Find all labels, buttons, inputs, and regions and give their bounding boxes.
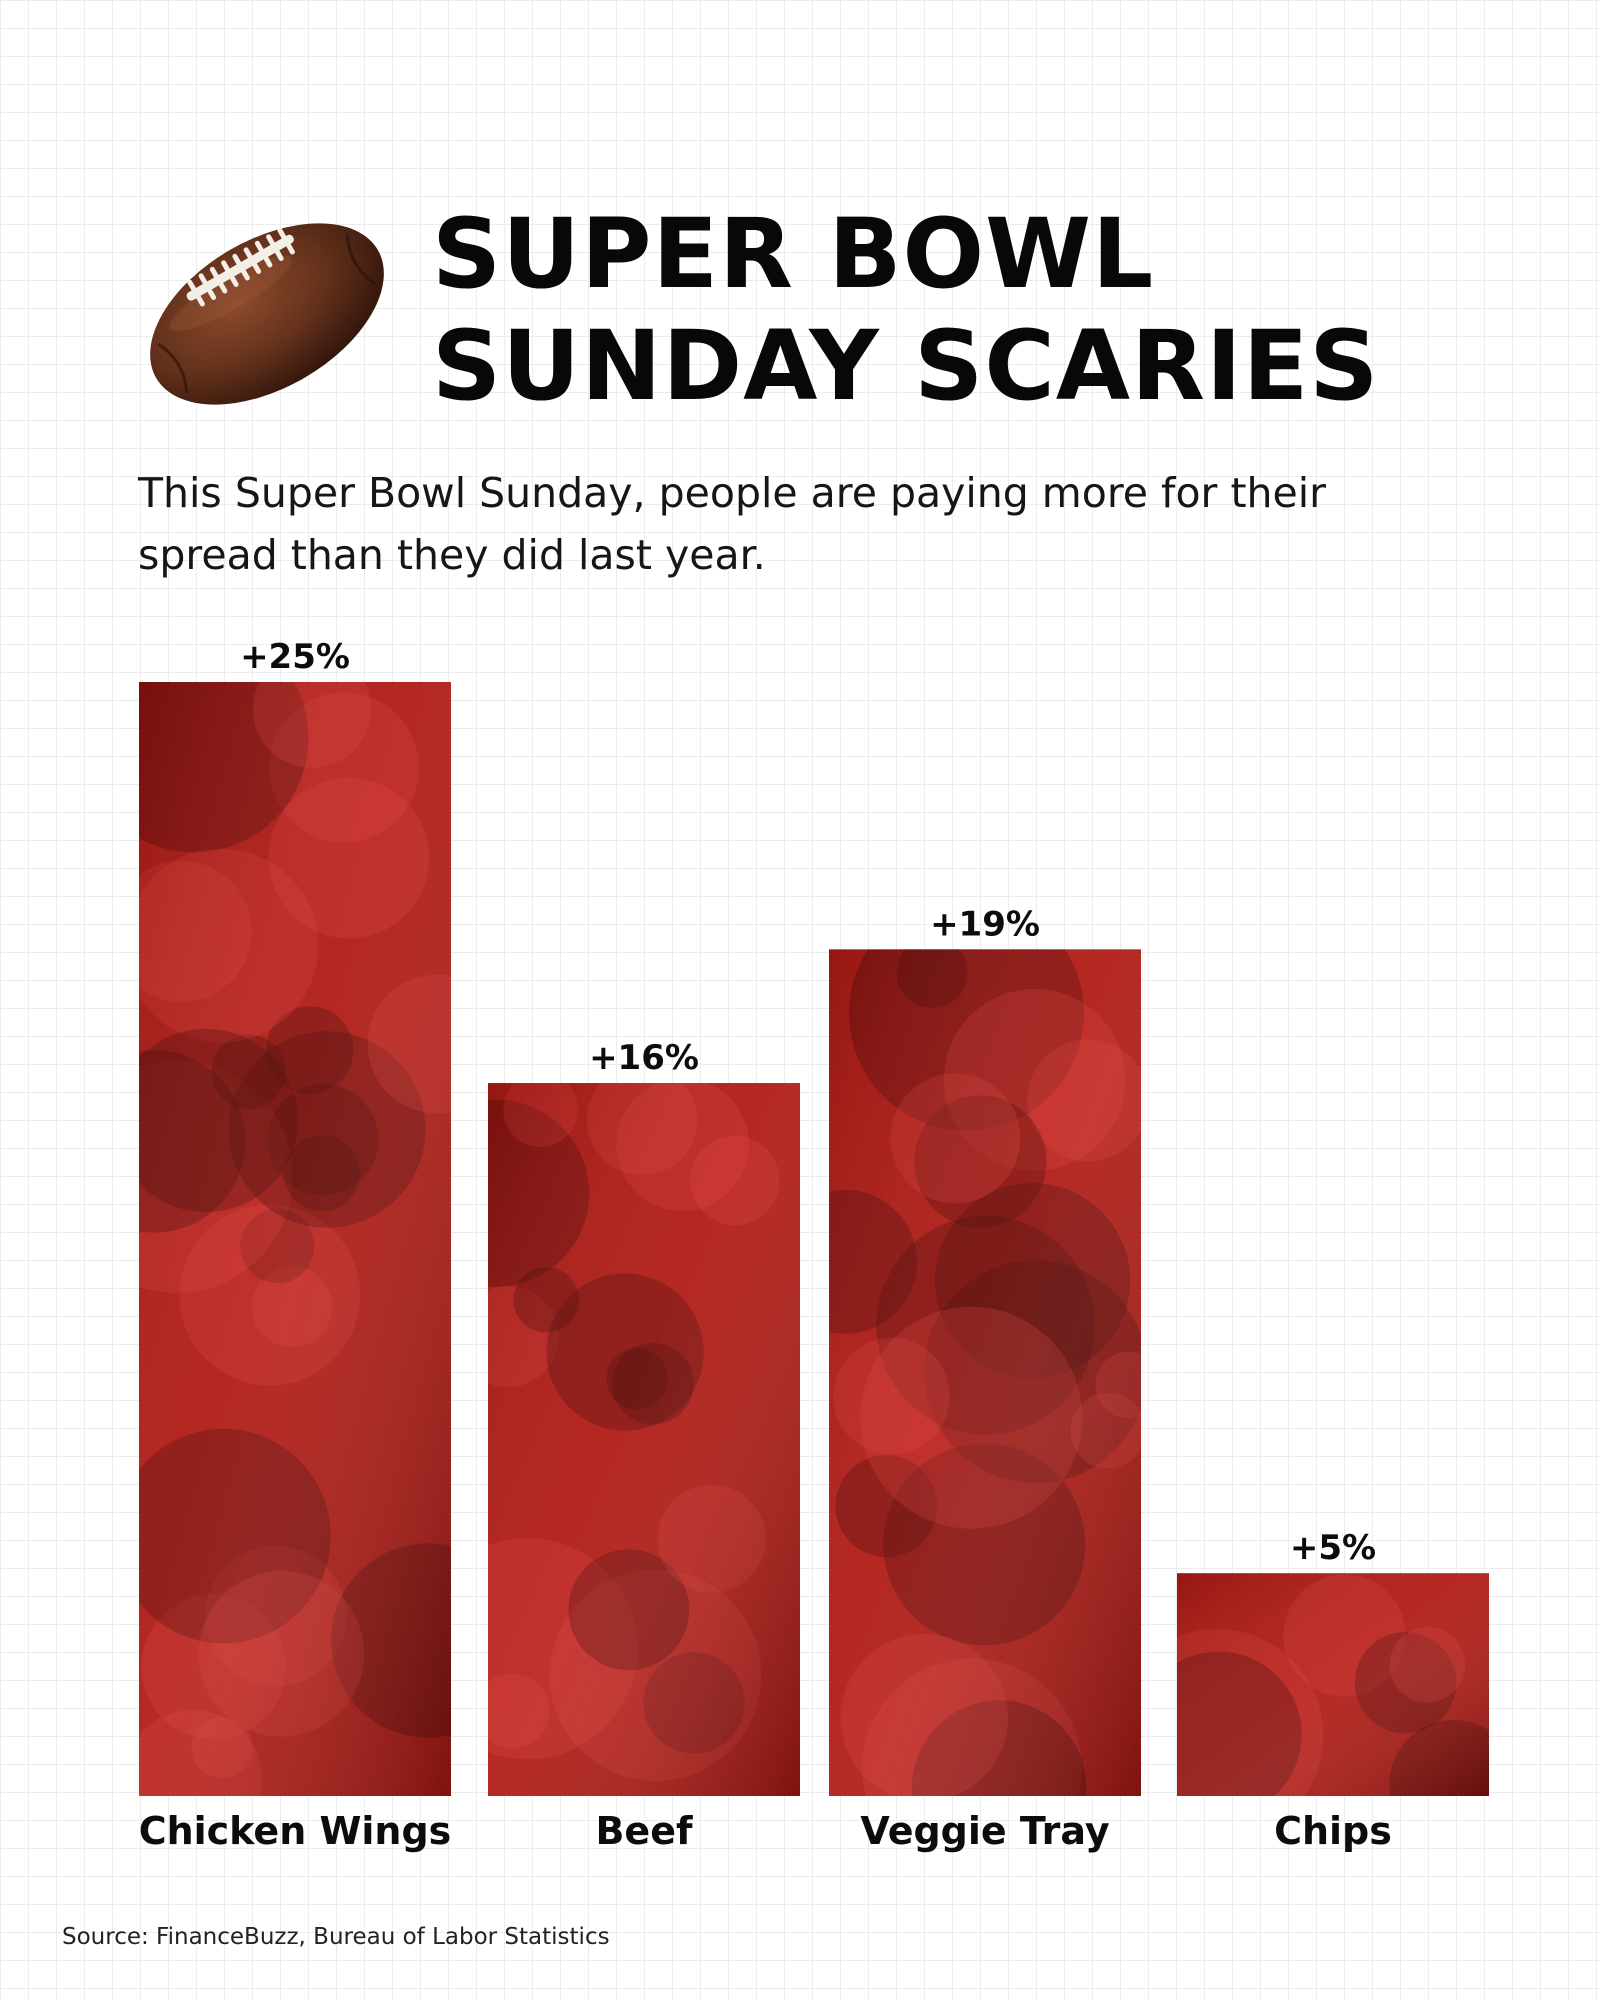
page-title: SUPER BOWL SUNDAY SCARIES <box>432 198 1572 422</box>
value-label: +25% <box>240 637 350 677</box>
value-label: +16% <box>589 1038 699 1078</box>
bar-chicken-wings <box>139 682 451 1796</box>
chips-photo <box>1177 1573 1489 1797</box>
chicken-wings-photo <box>139 682 451 1796</box>
source-note: Source: FinanceBuzz, Bureau of Labor Sta… <box>62 1924 610 1950</box>
bar-veggie-tray <box>829 949 1141 1796</box>
value-label: +5% <box>1290 1528 1376 1568</box>
category-label: Chips <box>1274 1809 1392 1853</box>
value-label: +19% <box>930 904 1040 944</box>
category-label: Veggie Tray <box>860 1809 1109 1853</box>
bar-chips <box>1177 1573 1489 1797</box>
football-icon <box>150 223 384 405</box>
title-line-2: SUNDAY SCARIES <box>432 310 1380 422</box>
bar-beef <box>488 1083 800 1796</box>
veggie-tray-photo <box>829 949 1141 1796</box>
category-label: Beef <box>595 1809 693 1853</box>
beef-chili-photo <box>488 1083 800 1796</box>
subtitle: This Super Bowl Sunday, people are payin… <box>138 469 1326 579</box>
category-label: Chicken Wings <box>139 1809 452 1853</box>
bar-chart: +25% Chicken Wings +16% Beef +19% Veggie Tray… <box>139 637 1489 1853</box>
title-line-1: SUPER BOWL <box>432 198 1155 310</box>
